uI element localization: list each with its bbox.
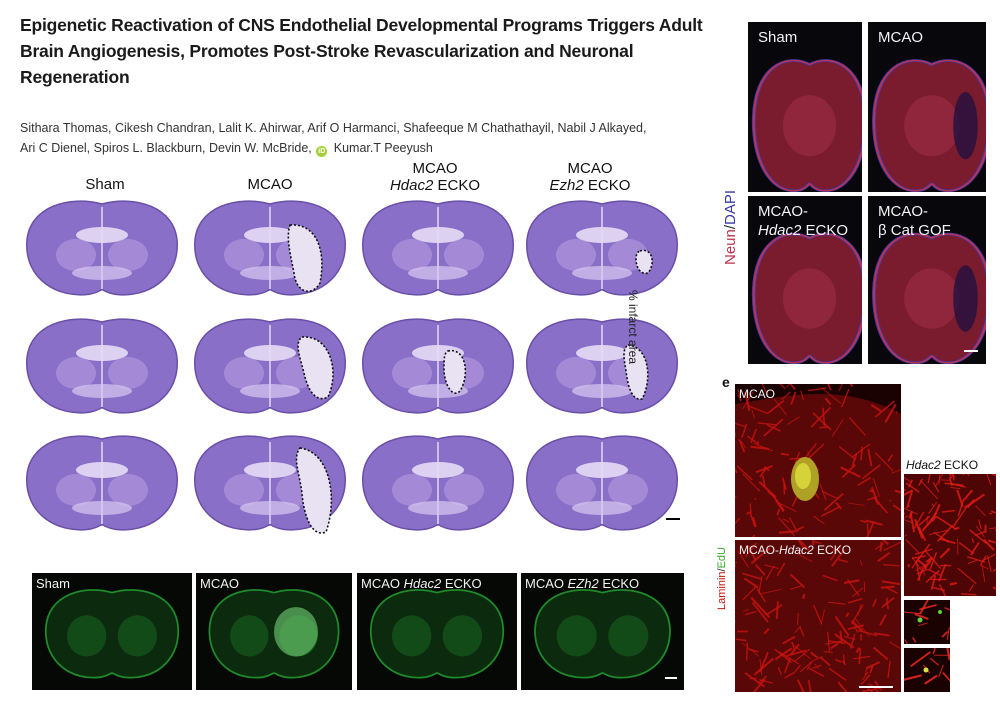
neun-panel-bcat: MCAO-β Cat GOF (868, 196, 986, 364)
edu-panel-label: Sham (36, 576, 70, 591)
nissl-brain-section (190, 428, 350, 538)
neun-scale-bar (964, 350, 978, 352)
authors-line-1: Sithara Thomas, Cikesh Chandran, Lalit K… (20, 121, 647, 135)
nissl-column-header-3: MCAO Hdac2 ECKO (389, 160, 481, 194)
laminin-zoom-image (904, 600, 950, 644)
neun-brain-image (751, 232, 862, 364)
neun-panel-label: MCAO- Hdac2 ECKO (758, 203, 849, 239)
laminin-panel-mcao: MCAO (735, 384, 901, 537)
edu-panel-hdac2: MCAO Hdac2 ECKO (357, 573, 517, 690)
laminin-zoom-large (904, 474, 996, 596)
laminin-panel-hdac2: MCAO-Hdac2 ECKO (735, 540, 901, 692)
neun-panel-mcao: MCAO (868, 22, 986, 192)
infarct-area-axis-label: % infarct area (626, 290, 640, 365)
nissl-brain-section (22, 428, 182, 538)
nissl-column-header-4: MCAO Ezh2 ECKO (549, 160, 631, 194)
nissl-brain-section (522, 193, 682, 303)
edu-brain-image (44, 589, 180, 679)
authors-last: Kumar.T Peeyush (333, 141, 433, 155)
neun-brain-image (872, 59, 986, 192)
nissl-brain-section (190, 311, 350, 421)
edu-brain-image (534, 589, 671, 679)
edu-brain-image (208, 589, 340, 679)
nissl-brain-section (22, 311, 182, 421)
laminin-edu-axis-label: Laminin/EdU (716, 547, 728, 610)
panel-letter: e (722, 374, 730, 390)
neun-panel-label: MCAO-β Cat GOF (878, 203, 951, 239)
laminin-vessel-image (735, 384, 901, 537)
edu-panel-sham: Sham (32, 573, 192, 690)
edu-panel-label: MCAO EZh2 ECKO (525, 576, 640, 591)
edu-panel-label: MCAO (200, 576, 239, 591)
author-list: Sithara Thomas, Cikesh Chandran, Lalit K… (20, 118, 720, 158)
nissl-brain-section (358, 311, 518, 421)
laminin-zoom-image (904, 474, 996, 596)
nissl-brain-section (358, 193, 518, 303)
nissl-column-header-1: Sham (85, 176, 125, 193)
laminin-zoom-image (904, 648, 950, 685)
neun-dapi-axis-label: Neun/DAPI (722, 189, 739, 265)
orcid-icon[interactable]: iD (316, 146, 328, 157)
laminin-zoom-small-2 (904, 648, 950, 692)
nissl-brain-section (358, 428, 518, 538)
neun-brain-image (872, 232, 986, 364)
edu-panel-mcao: MCAO (196, 573, 352, 690)
laminin-panel-label: MCAO (739, 387, 775, 401)
neun-panel-hdac2: MCAO- Hdac2 ECKO (748, 196, 862, 364)
authors-line-2: Ari C Dienel, Spiros L. Blackburn, Devin… (20, 141, 312, 155)
edu-brain-image (369, 589, 505, 679)
edu-panel-ezh2: MCAO EZh2 ECKO (521, 573, 684, 690)
laminin-vessel-image (735, 540, 901, 692)
laminin-panel-label: MCAO-Hdac2 ECKO (739, 543, 852, 557)
edu-panel-label: MCAO Hdac2 ECKO (361, 576, 482, 591)
neun-brain-image (751, 59, 862, 192)
neun-panel-label: MCAO (878, 29, 923, 46)
nissl-scale-bar (666, 518, 680, 520)
hdac2-zoom-label: Hdac2 ECKO (906, 458, 979, 472)
nissl-column-header-2: MCAO (247, 176, 293, 193)
edu-scale-bar (665, 677, 677, 679)
nissl-brain-section (22, 193, 182, 303)
paper-title: Epigenetic Reactivation of CNS Endotheli… (20, 15, 703, 87)
nissl-brain-section (522, 311, 682, 421)
nissl-brain-section (522, 428, 682, 538)
nissl-brain-section (190, 193, 350, 303)
laminin-scale-bar (859, 686, 893, 688)
neun-panel-sham: Sham (748, 22, 862, 192)
laminin-zoom-small-1 (904, 600, 950, 644)
neun-panel-label: Sham (758, 29, 798, 46)
